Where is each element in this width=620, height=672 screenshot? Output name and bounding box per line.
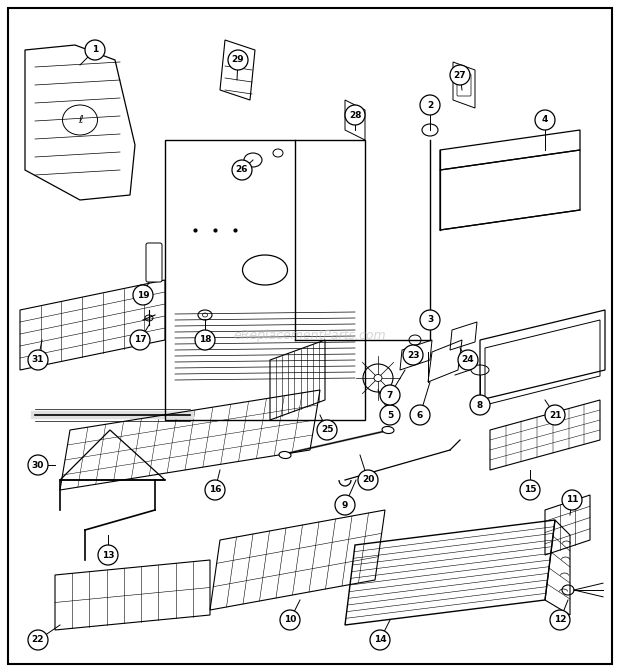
- Text: 3: 3: [427, 315, 433, 325]
- Circle shape: [133, 285, 153, 305]
- Ellipse shape: [279, 452, 291, 458]
- Circle shape: [410, 405, 430, 425]
- Text: 6: 6: [417, 411, 423, 419]
- Circle shape: [335, 495, 355, 515]
- Circle shape: [550, 610, 570, 630]
- Ellipse shape: [374, 374, 382, 382]
- Circle shape: [420, 95, 440, 115]
- Text: 7: 7: [387, 390, 393, 399]
- Text: 22: 22: [32, 636, 44, 644]
- Circle shape: [280, 610, 300, 630]
- Circle shape: [85, 40, 105, 60]
- Circle shape: [317, 420, 337, 440]
- Text: 11: 11: [565, 495, 578, 505]
- Text: 18: 18: [199, 335, 211, 345]
- Circle shape: [28, 630, 48, 650]
- Text: 8: 8: [477, 401, 483, 409]
- Circle shape: [195, 330, 215, 350]
- Text: 5: 5: [387, 411, 393, 419]
- Circle shape: [380, 405, 400, 425]
- Circle shape: [370, 630, 390, 650]
- Text: 26: 26: [236, 165, 248, 175]
- Circle shape: [545, 405, 565, 425]
- Circle shape: [470, 395, 490, 415]
- Text: 31: 31: [32, 355, 44, 364]
- Circle shape: [380, 385, 400, 405]
- Text: 10: 10: [284, 616, 296, 624]
- Text: 9: 9: [342, 501, 348, 509]
- Text: 19: 19: [136, 290, 149, 300]
- Text: 13: 13: [102, 550, 114, 560]
- Text: 15: 15: [524, 485, 536, 495]
- Circle shape: [130, 330, 150, 350]
- Circle shape: [562, 490, 582, 510]
- Circle shape: [535, 110, 555, 130]
- Circle shape: [228, 50, 248, 70]
- Text: 12: 12: [554, 616, 566, 624]
- Text: 24: 24: [462, 355, 474, 364]
- Text: 27: 27: [454, 71, 466, 79]
- Text: 1: 1: [92, 46, 98, 54]
- Circle shape: [403, 345, 423, 365]
- Text: 20: 20: [362, 476, 374, 485]
- Circle shape: [358, 470, 378, 490]
- Text: 14: 14: [374, 636, 386, 644]
- Circle shape: [450, 65, 470, 85]
- Text: 4: 4: [542, 116, 548, 124]
- Text: 17: 17: [134, 335, 146, 345]
- Text: 23: 23: [407, 351, 419, 360]
- Circle shape: [420, 310, 440, 330]
- Text: 29: 29: [232, 56, 244, 65]
- Text: 16: 16: [209, 485, 221, 495]
- Circle shape: [205, 480, 225, 500]
- Text: eReplacementParts.com: eReplacementParts.com: [234, 329, 386, 343]
- Text: 21: 21: [549, 411, 561, 419]
- Circle shape: [458, 350, 478, 370]
- Circle shape: [28, 350, 48, 370]
- Circle shape: [98, 545, 118, 565]
- Ellipse shape: [382, 427, 394, 433]
- Text: ℓ: ℓ: [78, 115, 82, 125]
- Circle shape: [345, 105, 365, 125]
- Text: 2: 2: [427, 101, 433, 110]
- Text: 25: 25: [321, 425, 334, 435]
- Circle shape: [28, 455, 48, 475]
- Circle shape: [232, 160, 252, 180]
- Text: 28: 28: [348, 110, 361, 120]
- Text: 30: 30: [32, 460, 44, 470]
- FancyBboxPatch shape: [146, 243, 162, 282]
- Circle shape: [520, 480, 540, 500]
